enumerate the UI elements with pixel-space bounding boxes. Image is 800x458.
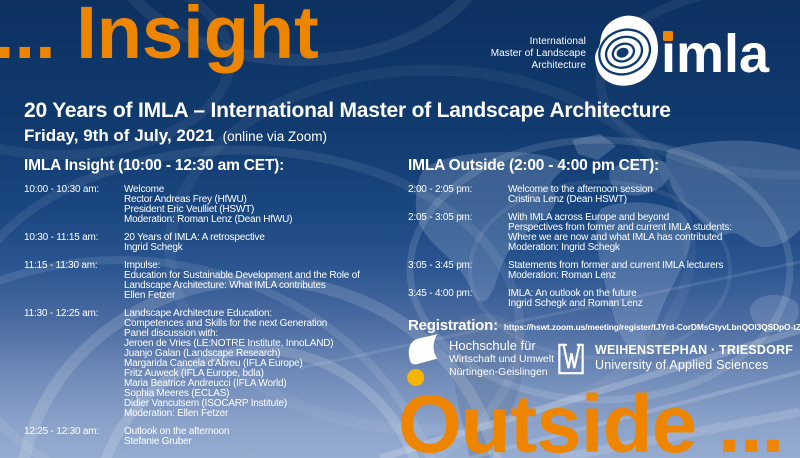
- session-line: Rector Andreas Frey (HfWU): [124, 194, 247, 205]
- session-line: Panel discussion with:: [124, 328, 218, 339]
- caption-line: Architecture: [531, 59, 586, 71]
- session-line: Fritz Auweck (IFLA Europe, bdla): [124, 368, 264, 379]
- hfwu-line: Wirtschaft und Umwelt: [449, 353, 555, 365]
- event-title: 20 Years of IMLA – International Master …: [24, 99, 671, 122]
- event-format-note: (online via Zoom): [222, 129, 327, 144]
- session-line: Impulse:: [124, 260, 161, 271]
- wordmark-orange-dot: [663, 31, 673, 41]
- session-line: Landscape Architecture Education:: [124, 308, 272, 319]
- session-details: With IMLA across Europe and beyond Perspe…: [508, 213, 796, 253]
- hfwu-logo: Hochschule für Wirtschaft und Umwelt Nür…: [404, 334, 554, 394]
- registration-label: Registration:: [408, 317, 498, 334]
- schedule-row: 12:25 - 12:30 am: Outlook on the afternoo…: [24, 427, 400, 447]
- schedule-row: 10:00 - 10:30 am: Welcome Rector Andreas F…: [24, 185, 400, 225]
- session-line: Where we are now and what IMLA has contr…: [508, 232, 723, 243]
- schedule-row: 2:05 - 3:05 pm: With IMLA across Europe a…: [408, 213, 796, 253]
- session-line: Education for Sustainable Development an…: [124, 270, 360, 281]
- session-details: Statements from former and current IMLA …: [508, 261, 796, 281]
- session-line: Jeroen de Vries (LE:NOTRE Institute, Inn…: [124, 338, 334, 349]
- session-line: Ingrid Schegk and Roman Lenz: [508, 298, 643, 309]
- hfwu-flag-icon: [407, 334, 438, 387]
- schedule-row: 10:30 - 11:15 am: 20 Years of IMLA: A ret…: [24, 233, 400, 253]
- hfwu-line: Hochschule für: [449, 338, 536, 353]
- time-label: 2:00 - 2:05 pm:: [408, 184, 473, 195]
- session-line: Stefanie Gruber: [124, 436, 192, 447]
- session-line: IMLA: An outlook on the future: [508, 288, 637, 299]
- session-line: Ingrid Schegk: [124, 242, 183, 253]
- event-date-text: Friday, 9th of July, 2021: [24, 126, 215, 145]
- insight-heading: IMLA Insight (10:00 - 12:30 am CET):: [24, 157, 285, 174]
- imla-logo-caption: International Master of Landscape Archit…: [440, 36, 586, 71]
- outside-headline-word: Outside ...: [398, 379, 784, 458]
- session-line: Moderation: Roman Lenz: [508, 270, 616, 281]
- session-line: Sophia Meeres (ECLAS): [124, 388, 230, 399]
- session-line: Juanjo Galan (Landscape Research): [124, 348, 281, 359]
- session-line: Ellen Fetzer: [124, 290, 175, 301]
- hfwu-yellow-dot: [407, 368, 425, 387]
- session-line: 20 Years of IMLA: A retrospective: [124, 232, 265, 243]
- outside-schedule: IMLA Outside (2:00 - 4:00 pm CET): 2:00 …: [408, 157, 800, 334]
- schedule-row: 3:45 - 4:00 pm: IMLA: An outlook on the f…: [408, 289, 796, 309]
- time-label: 11:30 - 12:25 am:: [24, 308, 99, 319]
- session-line: Cristina Lenz (Dean HSWT): [508, 194, 627, 205]
- time-label: 11:15 - 11:30 am:: [24, 260, 98, 271]
- time-label: 12:25 - 12:30 am:: [24, 426, 99, 437]
- session-line: Welcome: [124, 184, 165, 195]
- session-line: Moderation: Ingrid Schegk: [508, 242, 620, 253]
- time-label: 2:05 - 3:05 pm:: [408, 212, 473, 223]
- session-details: Outlook on the afternoon Stefanie Gruber: [124, 427, 400, 447]
- session-line: Landscape Architecture: What IMLA contri…: [124, 280, 326, 291]
- schedule-row: 3:05 - 3:45 pm: Statements from former an…: [408, 261, 796, 281]
- session-line: President Eric Veulliet (HSWT): [124, 204, 255, 215]
- session-details: IMLA: An outlook on the future Ingrid Sch…: [508, 289, 796, 309]
- insight-rows: 10:00 - 10:30 am: Welcome Rector Andreas F…: [24, 185, 400, 447]
- insight-schedule: IMLA Insight (10:00 - 12:30 am CET): 10:…: [24, 157, 400, 455]
- session-line: Perspectives from former and current IML…: [508, 222, 732, 233]
- session-line: Moderation: Ellen Fetzer: [124, 408, 229, 419]
- registration-url[interactable]: https://hswt.zoom.us/meeting/register/tJ…: [503, 322, 800, 332]
- schedule-row: 11:15 - 11:30 am: Impulse: Education for S…: [24, 261, 400, 301]
- session-line: Welcome to the afternoon session: [508, 184, 653, 195]
- time-label: 10:30 - 11:15 am:: [24, 232, 99, 243]
- wordmark-rest: mla: [676, 24, 770, 84]
- event-date: Friday, 9th of July, 2021 (online via Zo…: [24, 126, 671, 146]
- time-label: 10:00 - 10:30 am:: [24, 184, 99, 195]
- session-details: Welcome to the afternoon session Cristina…: [508, 185, 796, 205]
- session-line: Competences and Skills for the next Gene…: [124, 318, 328, 329]
- session-details: Impulse: Education for Sustainable Develo…: [124, 261, 400, 301]
- outside-heading: IMLA Outside (2:00 - 4:00 pm CET):: [408, 157, 659, 174]
- title-block: 20 Years of IMLA – International Master …: [24, 99, 671, 146]
- session-line: Outlook on the afternoon: [124, 426, 230, 437]
- session-line: Margarida Cancela d'Abreu (IFLA Europe): [124, 358, 303, 369]
- hswt-w-icon: [558, 343, 584, 375]
- hswt-logo-text: WEIHENSTEPHAN · TRIESDORF University of …: [595, 343, 793, 372]
- hswt-line: WEIHENSTEPHAN · TRIESDORF: [595, 343, 794, 357]
- session-line: Maria Beatrice Andreucci (IFLA World): [124, 378, 287, 389]
- session-line: Statements from former and current IMLA …: [508, 260, 724, 271]
- session-details: Welcome Rector Andreas Frey (HfWU) Preside…: [124, 185, 400, 225]
- hswt-line: University of Applied Sciences: [595, 358, 769, 372]
- session-line: Moderation: Roman Lenz (Dean HfWU): [124, 214, 293, 225]
- session-details: 20 Years of IMLA: A retrospective Ingrid …: [124, 233, 400, 253]
- outside-rows: 2:00 - 2:05 pm: Welcome to the afternoon …: [408, 185, 796, 309]
- schedule-row: 11:30 - 12:25 am: Landscape Architecture …: [24, 309, 400, 419]
- session-line: With IMLA across Europe and beyond: [508, 212, 670, 223]
- imla-spiral-icon: [595, 15, 658, 86]
- insight-headline-word: ... Insight: [0, 0, 319, 74]
- time-label: 3:05 - 3:45 pm:: [408, 260, 473, 271]
- session-line: Didier Vancutsem (ISOCARP Institute): [124, 398, 288, 409]
- registration-line: Registration: https://hswt.zoom.us/meeti…: [408, 317, 800, 334]
- caption-line: International: [529, 36, 586, 47]
- hswt-logo: WEIHENSTEPHAN · TRIESDORF University of …: [556, 341, 793, 377]
- time-label: 3:45 - 4:00 pm:: [408, 288, 473, 299]
- imla-wordmark: ımla: [661, 27, 769, 81]
- caption-line: Master of Landscape: [490, 47, 586, 59]
- schedule-row: 2:00 - 2:05 pm: Welcome to the afternoon …: [408, 185, 796, 205]
- hfwu-line: Nürtingen-Geislingen: [449, 365, 548, 378]
- hfwu-logo-text: Hochschule für Wirtschaft und Umwelt Nür…: [449, 338, 554, 378]
- session-details: Landscape Architecture Education: Compete…: [124, 309, 400, 419]
